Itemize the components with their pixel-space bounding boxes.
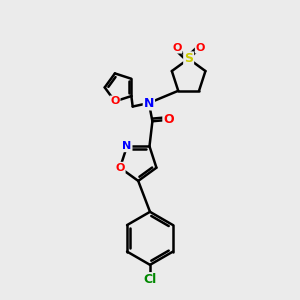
Text: N: N — [122, 141, 132, 151]
Text: Cl: Cl — [143, 273, 157, 286]
Text: N: N — [144, 97, 154, 110]
Text: S: S — [184, 52, 193, 65]
Text: O: O — [172, 43, 182, 53]
Text: O: O — [110, 96, 120, 106]
Text: O: O — [115, 163, 125, 173]
Text: O: O — [163, 113, 174, 126]
Text: O: O — [196, 43, 205, 53]
